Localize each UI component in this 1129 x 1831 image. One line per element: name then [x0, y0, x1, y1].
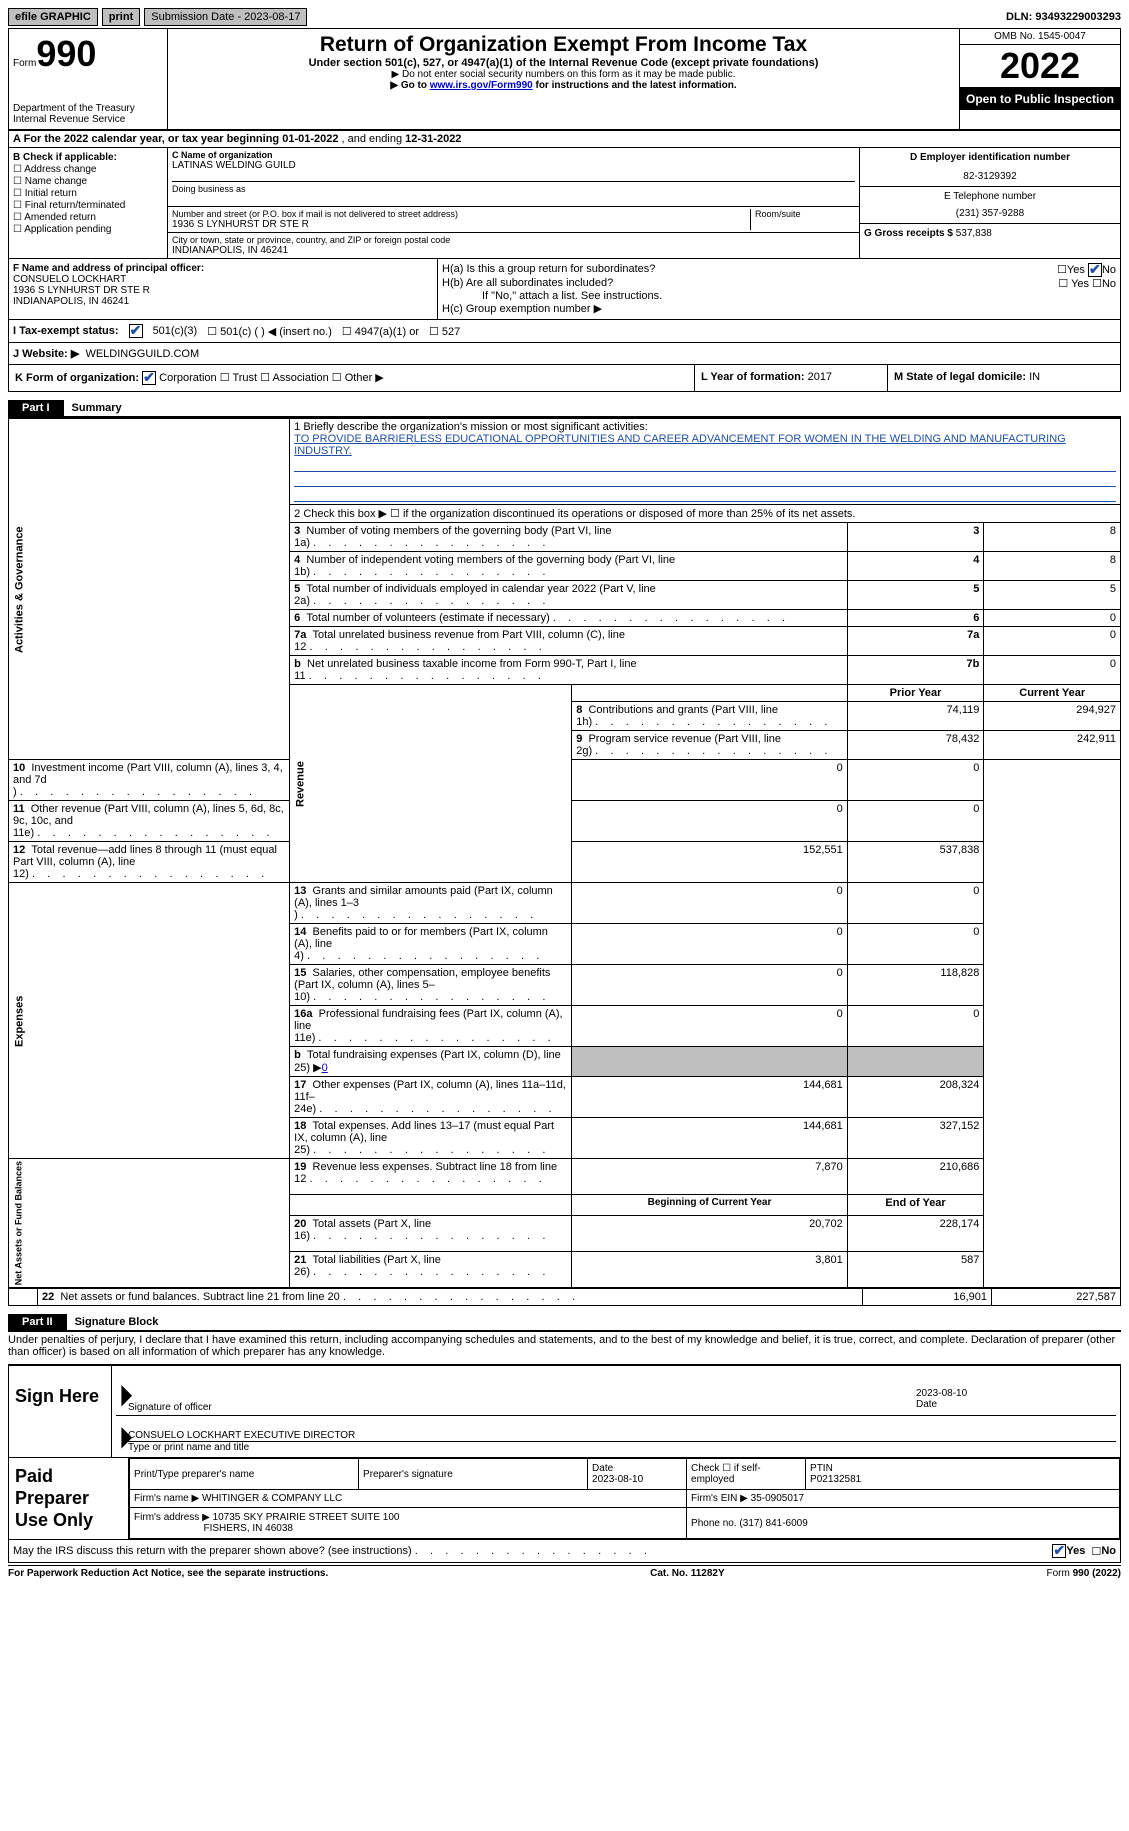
irs-link[interactable]: www.irs.gov/Form990: [430, 80, 533, 91]
efile-button[interactable]: efile GRAPHIC: [8, 8, 98, 26]
website-row: J Website: ▶ WELDINGGUILD.COM: [8, 343, 1121, 365]
principal-officer: F Name and address of principal officer:…: [9, 259, 438, 319]
group-return: H(a) Is this a group return for subordin…: [438, 259, 1120, 319]
top-toolbar: efile GRAPHIC print Submission Date - 20…: [8, 8, 1121, 26]
summary-table: Activities & Governance 1 Briefly descri…: [8, 418, 1121, 1288]
part2-header: Part II Signature Block: [8, 1314, 1121, 1332]
jurat: Under penalties of perjury, I declare th…: [8, 1332, 1121, 1360]
preparer-block: Paid Preparer Use Only Print/Type prepar…: [8, 1458, 1121, 1540]
form-header: Form990 Department of the Treasury Inter…: [8, 28, 1121, 131]
ein-column: D Employer identification number 82-3129…: [859, 148, 1120, 258]
revenue-label: Revenue: [290, 685, 572, 883]
org-info-column: C Name of organization LATINAS WELDING G…: [168, 148, 859, 258]
header-title: Return of Organization Exempt From Incom…: [168, 29, 959, 129]
tax-year-row: A For the 2022 calendar year, or tax yea…: [8, 131, 1121, 148]
checkbox-column: B Check if applicable: ☐ Address change …: [9, 148, 168, 258]
activities-governance-label: Activities & Governance: [9, 419, 290, 760]
net-assets-label: Net Assets or Fund Balances: [9, 1159, 290, 1288]
header-left: Form990 Department of the Treasury Inter…: [9, 29, 168, 129]
dln: DLN: 93493229003293: [1006, 11, 1121, 23]
expenses-label: Expenses: [9, 883, 290, 1159]
submission-date: Submission Date - 2023-08-17: [144, 8, 307, 26]
501c3-checkbox: [129, 324, 143, 338]
page-footer: For Paperwork Reduction Act Notice, see …: [8, 1565, 1121, 1579]
org-form-row: K Form of organization: Corporation ☐ Tr…: [8, 365, 1121, 392]
signature-block: Sign Here Signature of officer 2023-08-1…: [8, 1364, 1121, 1458]
print-button[interactable]: print: [102, 8, 140, 26]
discuss-row: May the IRS discuss this return with the…: [8, 1540, 1121, 1563]
tax-exempt-status: I Tax-exempt status: 501(c)(3) ☐ 501(c) …: [8, 320, 1121, 343]
part1-header: Part I Summary: [8, 400, 1121, 418]
header-right: OMB No. 1545-0047 2022 Open to Public In…: [959, 29, 1120, 129]
